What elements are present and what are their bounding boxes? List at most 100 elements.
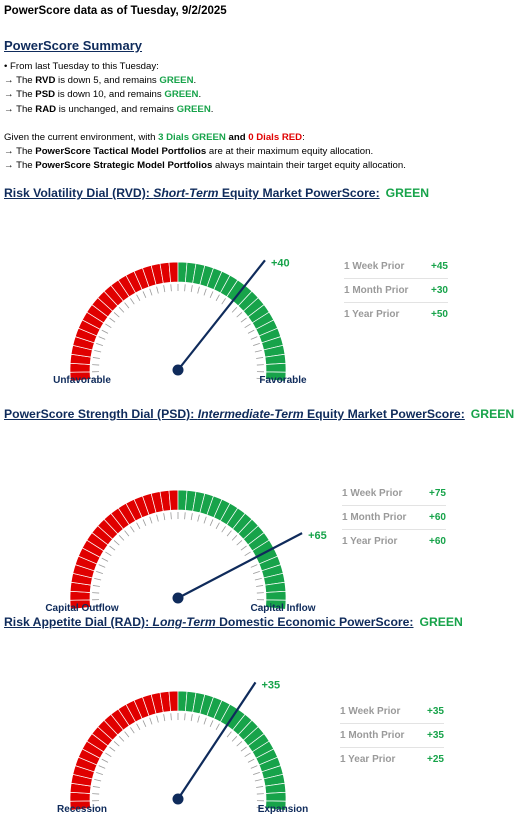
gauge-right-label: Capital Inflow	[251, 603, 316, 613]
gauge-segment-green	[265, 362, 287, 373]
gauge-tick	[221, 298, 226, 305]
dial-title-a: Risk Volatility Dial (RVD):	[4, 186, 154, 200]
period: .	[210, 103, 214, 115]
gauge-tick	[254, 349, 262, 353]
tactical-name: PowerScore Tactical Model Portfolios	[35, 146, 207, 158]
gauge-tick	[226, 530, 232, 537]
gauge-tick	[92, 357, 100, 359]
status-text: GREEN	[159, 75, 194, 87]
gauge-tick	[136, 723, 141, 730]
dial-status: GREEN	[385, 186, 429, 200]
gauge-tick	[256, 605, 264, 608]
gauge-tick	[113, 741, 120, 747]
rad-title: Risk Appetite Dial (RAD): Long-Term Dome…	[4, 615, 463, 629]
gauge-tick	[113, 312, 120, 318]
gauge-tick	[209, 519, 214, 526]
summary-intro: • From last Tuesday to this Tuesday:	[4, 61, 159, 72]
gauge-tick	[215, 723, 220, 730]
gauge-tick	[163, 285, 166, 293]
gauge-tick	[184, 512, 186, 520]
prior-label: 1 Year Prior	[342, 536, 398, 547]
gauge-tick	[231, 535, 238, 541]
gauge-tick	[256, 786, 264, 788]
prior-label: 1 Month Prior	[342, 512, 407, 523]
gauge-tick	[203, 516, 207, 524]
spacer	[4, 117, 406, 131]
gauge-tick	[209, 291, 214, 298]
gauge-tick	[170, 713, 172, 721]
gauge-tick	[256, 806, 264, 809]
gauge-tick	[184, 284, 186, 292]
gauge-tick	[240, 545, 247, 551]
gauge-tick	[101, 557, 109, 562]
gauge-tick	[94, 778, 102, 782]
gauge-tick	[236, 741, 243, 747]
gauge-tick	[109, 317, 116, 323]
psd-gauge: +65 Capital Outflow Capital Inflow	[0, 433, 340, 613]
gauge-tick	[124, 530, 130, 537]
dial-name: PSD	[35, 89, 56, 101]
gauge-segment-red	[168, 690, 179, 712]
prior-value: +50	[431, 309, 448, 320]
gauge-tick	[113, 540, 120, 546]
dial-status: GREEN	[470, 407, 515, 421]
prior-value: +25	[427, 754, 444, 765]
gauge-tick	[94, 577, 102, 581]
gauge-tick	[244, 752, 251, 758]
report-date-header: PowerScore data as of Tuesday, 9/2/2025	[4, 5, 227, 17]
gauge-tick	[130, 298, 135, 305]
gauge-tick	[163, 513, 166, 521]
prior-row: 1 Month Prior +35	[340, 724, 444, 748]
gauge-tick	[92, 585, 100, 587]
prior-row: 1 Month Prior +60	[342, 506, 446, 530]
gauge-tick	[253, 571, 260, 574]
gauge-tick	[253, 343, 260, 346]
prior-row: 1 Week Prior +35	[340, 700, 444, 724]
gauge-tick	[240, 746, 247, 752]
gauge-svg: +35 Recession Expansion	[57, 679, 308, 814]
gauge-tick	[256, 585, 264, 587]
gauge-svg: +65 Capital Outflow Capital Inflow	[45, 489, 327, 613]
gauge-tick	[254, 778, 262, 782]
gauge-tick	[92, 806, 100, 809]
gauge-needle-hub	[172, 793, 184, 805]
prior-value: +60	[429, 536, 446, 547]
gauge-tick	[221, 526, 226, 533]
prior-label: 1 Year Prior	[340, 754, 396, 765]
gauge-tick	[124, 731, 130, 738]
arrow-text: → The	[4, 103, 36, 115]
gauge-tick	[244, 323, 251, 329]
dial-title-c: Equity Market PowerScore:	[218, 186, 380, 200]
gauge-tick	[197, 286, 200, 294]
status-text: GREEN	[164, 89, 199, 101]
prior-label: 1 Week Prior	[342, 488, 403, 499]
gauge-tick	[184, 713, 186, 721]
rvd-gauge: +40 Unfavorable Favorable	[0, 205, 340, 385]
prior-value: +35	[427, 730, 444, 741]
gauge-tick	[156, 286, 159, 294]
prior-value: +45	[431, 261, 448, 272]
psd-prior-table: 1 Week Prior +75 1 Month Prior +60 1 Year …	[342, 482, 446, 553]
gauge-tick	[92, 605, 100, 608]
gauge-tick	[124, 302, 130, 309]
dial-title-term: Short-Term	[153, 186, 219, 200]
gauge-tick	[105, 752, 112, 758]
gauge-tick	[215, 294, 220, 301]
gauge-needle-hub	[172, 592, 184, 604]
change-text: is down 5, and remains	[55, 75, 160, 87]
gauge-value-label: +35	[261, 679, 280, 691]
gauge-tick	[236, 312, 243, 318]
gauge-tick	[96, 772, 103, 775]
arrow-text: → The	[4, 89, 36, 101]
prior-row: 1 Year Prior +25	[340, 748, 444, 771]
gauge-tick	[118, 535, 125, 541]
gauge-tick	[231, 307, 238, 313]
gauge-tick	[209, 720, 214, 727]
gauge-tick	[96, 571, 103, 574]
gauge-tick	[101, 329, 109, 334]
gauge-segment-red	[168, 261, 179, 283]
period: .	[193, 75, 197, 87]
gauge-tick	[96, 343, 103, 346]
gauge-tick	[105, 323, 112, 329]
dial-title-a: Risk Appetite Dial (RAD):	[4, 615, 153, 629]
